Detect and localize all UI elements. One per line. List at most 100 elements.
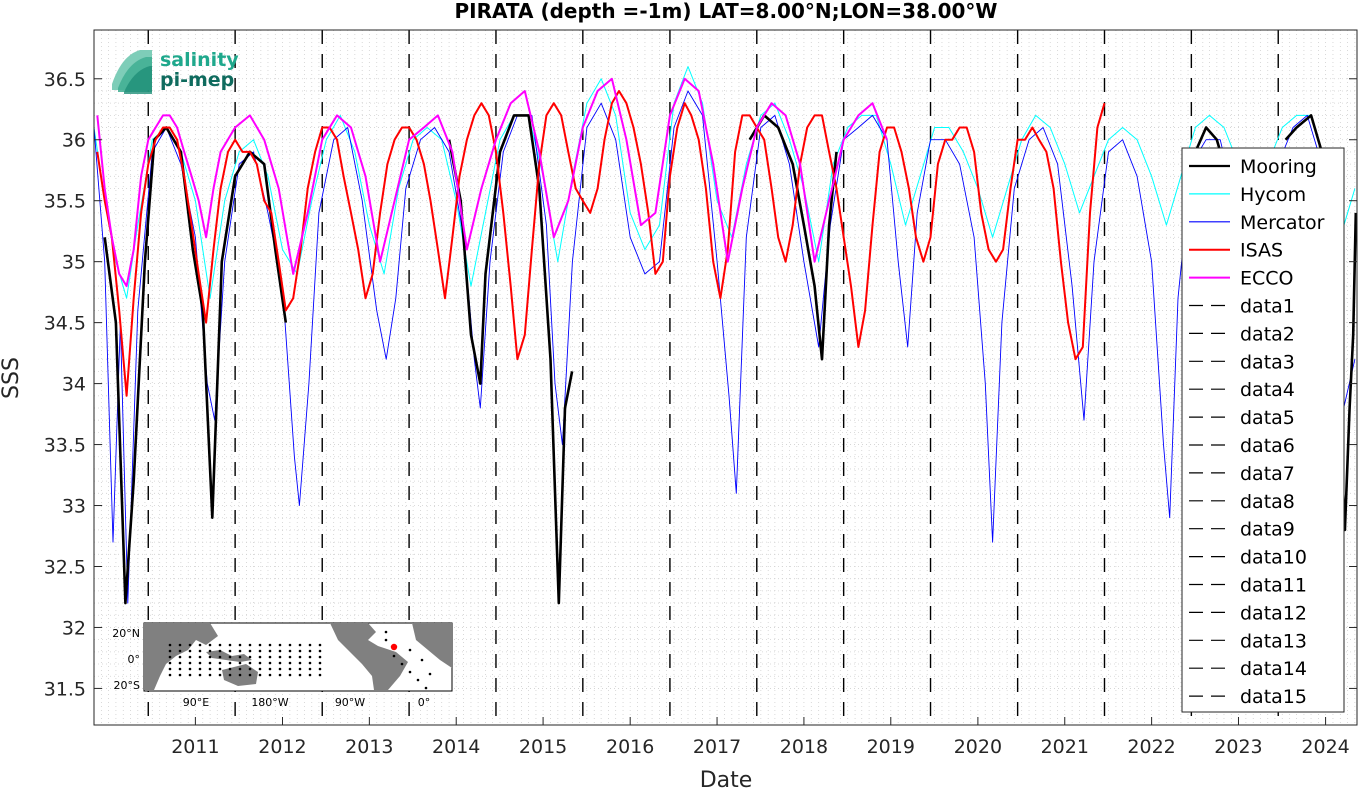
buoy-dot (168, 667, 172, 671)
legend-label-data14: data14 (1240, 658, 1307, 680)
buoy-dot (178, 667, 182, 671)
x-tick-label: 2019 (867, 736, 915, 758)
buoy-dot (308, 667, 312, 671)
buoy-dot (218, 643, 222, 647)
map-lon-label-2: 90°W (335, 696, 365, 709)
map-lat-label-1: 0° (128, 653, 141, 666)
continent-asia-africa (144, 623, 218, 690)
x-tick-label: 2013 (345, 736, 393, 758)
buoy-dot (188, 649, 192, 653)
buoy-dot (208, 655, 212, 659)
buoy-dot (238, 655, 242, 659)
legend-label-isas: ISAS (1240, 240, 1283, 262)
buoy-dot (228, 661, 232, 665)
buoy-dot (228, 655, 232, 659)
buoy-dot (248, 649, 252, 653)
series-line-ecco (96, 77, 888, 288)
buoy-dot (424, 686, 428, 690)
buoy-dot (318, 643, 322, 647)
legend-label-hycom: Hycom (1240, 184, 1306, 206)
buoy-dot (238, 643, 242, 647)
buoy-dot (188, 643, 192, 647)
y-tick-label: 34 (62, 374, 86, 396)
buoy-dot (308, 643, 312, 647)
x-tick-label: 2011 (171, 736, 219, 758)
legend-label-data3: data3 (1240, 351, 1295, 373)
buoy-dot (198, 673, 202, 677)
buoy-dot (278, 661, 282, 665)
buoy-dot (416, 678, 420, 682)
buoy-dot (178, 661, 182, 665)
buoy-dot (384, 630, 388, 634)
legend-label-data5: data5 (1240, 407, 1295, 429)
buoy-dot (258, 655, 262, 659)
buoy-dot (238, 649, 242, 653)
buoy-dot (168, 649, 172, 653)
buoy-dot (228, 667, 232, 671)
x-tick-label: 2018 (780, 736, 828, 758)
buoy-dot (308, 655, 312, 659)
legend-label-data9: data9 (1240, 519, 1295, 541)
selected-mooring-marker (390, 643, 398, 651)
chart-title: PIRATA (depth =-1m) LAT=8.00°N;LON=38.00… (455, 0, 998, 23)
buoy-dot (288, 649, 292, 653)
legend-label-data15: data15 (1240, 686, 1307, 708)
buoy-dot (288, 655, 292, 659)
buoy-dot (288, 667, 292, 671)
buoy-dot (198, 643, 202, 647)
x-tick-label: 2017 (693, 736, 741, 758)
y-tick-label: 35.5 (44, 191, 86, 213)
buoy-dot (258, 643, 262, 647)
buoy-dot (308, 661, 312, 665)
wave-logo-icon (112, 50, 152, 94)
buoy-dot (248, 643, 252, 647)
buoy-dot (238, 661, 242, 665)
buoy-dot (268, 649, 272, 653)
salinity-pi-mep-logo: salinity pi-mep (112, 49, 239, 94)
buoy-dot (318, 655, 322, 659)
x-axis-title: Date (700, 768, 753, 790)
buoy-dot (298, 643, 302, 647)
buoy-dot (218, 649, 222, 653)
logo-line-2: pi-mep (160, 69, 234, 91)
y-tick-label: 33 (62, 496, 86, 518)
buoy-dot (278, 673, 282, 677)
legend-label-data4: data4 (1240, 379, 1295, 401)
x-tick-label: 2022 (1127, 736, 1175, 758)
y-tick-label: 34.5 (44, 313, 86, 335)
series-line-mooring (103, 126, 288, 605)
buoy-dot (298, 673, 302, 677)
legend-label-mercator: Mercator (1240, 212, 1325, 234)
continent-maritime (206, 650, 252, 662)
buoy-dot (318, 661, 322, 665)
map-lat-label-2: 20°S (114, 679, 140, 692)
map-lon-label-0: 90°E (183, 696, 209, 709)
legend-items: Mooring Hycom Mercator ISAS ECCO data1 data2 da… (1189, 156, 1325, 708)
plot-frame (93, 29, 1358, 726)
y-tick-label: 31.5 (44, 678, 86, 700)
legend-label-data8: data8 (1240, 491, 1295, 513)
buoy-dot (248, 667, 252, 671)
buoy-dot (420, 658, 424, 662)
series-layer (93, 66, 1358, 605)
buoy-dot (278, 643, 282, 647)
series-line-mooring (447, 114, 574, 605)
buoy-dot (248, 661, 252, 665)
buoy-dot (288, 673, 292, 677)
continent-americas (330, 623, 408, 690)
buoy-dot (428, 672, 432, 676)
buoy-dot (218, 661, 222, 665)
x-tick-label: 2015 (519, 736, 567, 758)
buoy-dot (318, 649, 322, 653)
buoy-dot (228, 643, 232, 647)
buoy-dot (178, 643, 182, 647)
legend-label-data13: data13 (1240, 630, 1307, 652)
x-tick-label: 2016 (606, 736, 654, 758)
buoy-dot (208, 673, 212, 677)
buoy-dot (208, 661, 212, 665)
buoy-dot (238, 673, 242, 677)
buoy-dot (268, 667, 272, 671)
buoy-dot (298, 661, 302, 665)
buoy-dot (298, 649, 302, 653)
buoy-dot (198, 655, 202, 659)
